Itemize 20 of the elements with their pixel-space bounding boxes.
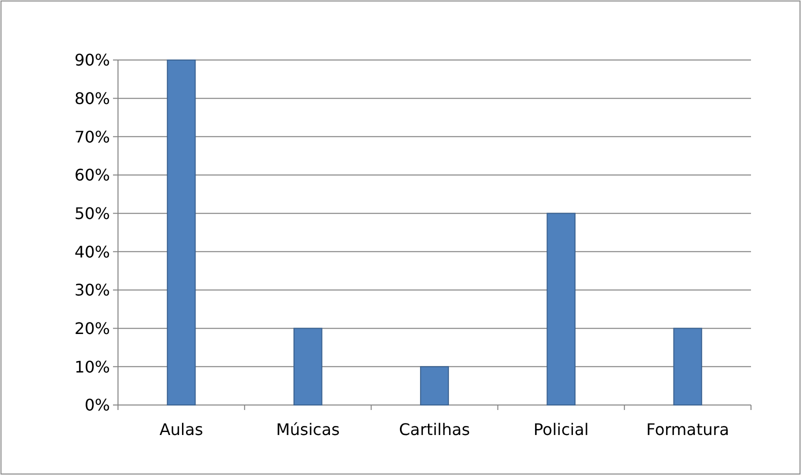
y-tick-label: 50%	[74, 204, 110, 223]
x-tick-label: Aulas	[159, 420, 204, 439]
x-tick-label: Cartilhas	[399, 420, 470, 439]
y-tick-label: 20%	[74, 318, 110, 338]
y-tick-label: 80%	[74, 88, 110, 108]
y-tick-label: 30%	[74, 280, 110, 300]
x-tick-label: Policial	[533, 420, 589, 439]
y-tick-label: 70%	[74, 127, 110, 146]
y-tick-label: 90%	[74, 50, 110, 70]
x-tick-label: Músicas	[276, 420, 340, 439]
bar	[293, 328, 322, 406]
y-tick-label: 10%	[74, 357, 110, 376]
y-tick-label: 60%	[74, 166, 110, 185]
y-tick-label: 40%	[74, 242, 110, 262]
bar	[546, 212, 576, 406]
bar	[420, 366, 449, 406]
bar	[673, 328, 702, 406]
bar	[166, 60, 196, 406]
x-tick-label: Formatura	[646, 420, 730, 439]
y-tick-label: 0%	[84, 396, 110, 415]
